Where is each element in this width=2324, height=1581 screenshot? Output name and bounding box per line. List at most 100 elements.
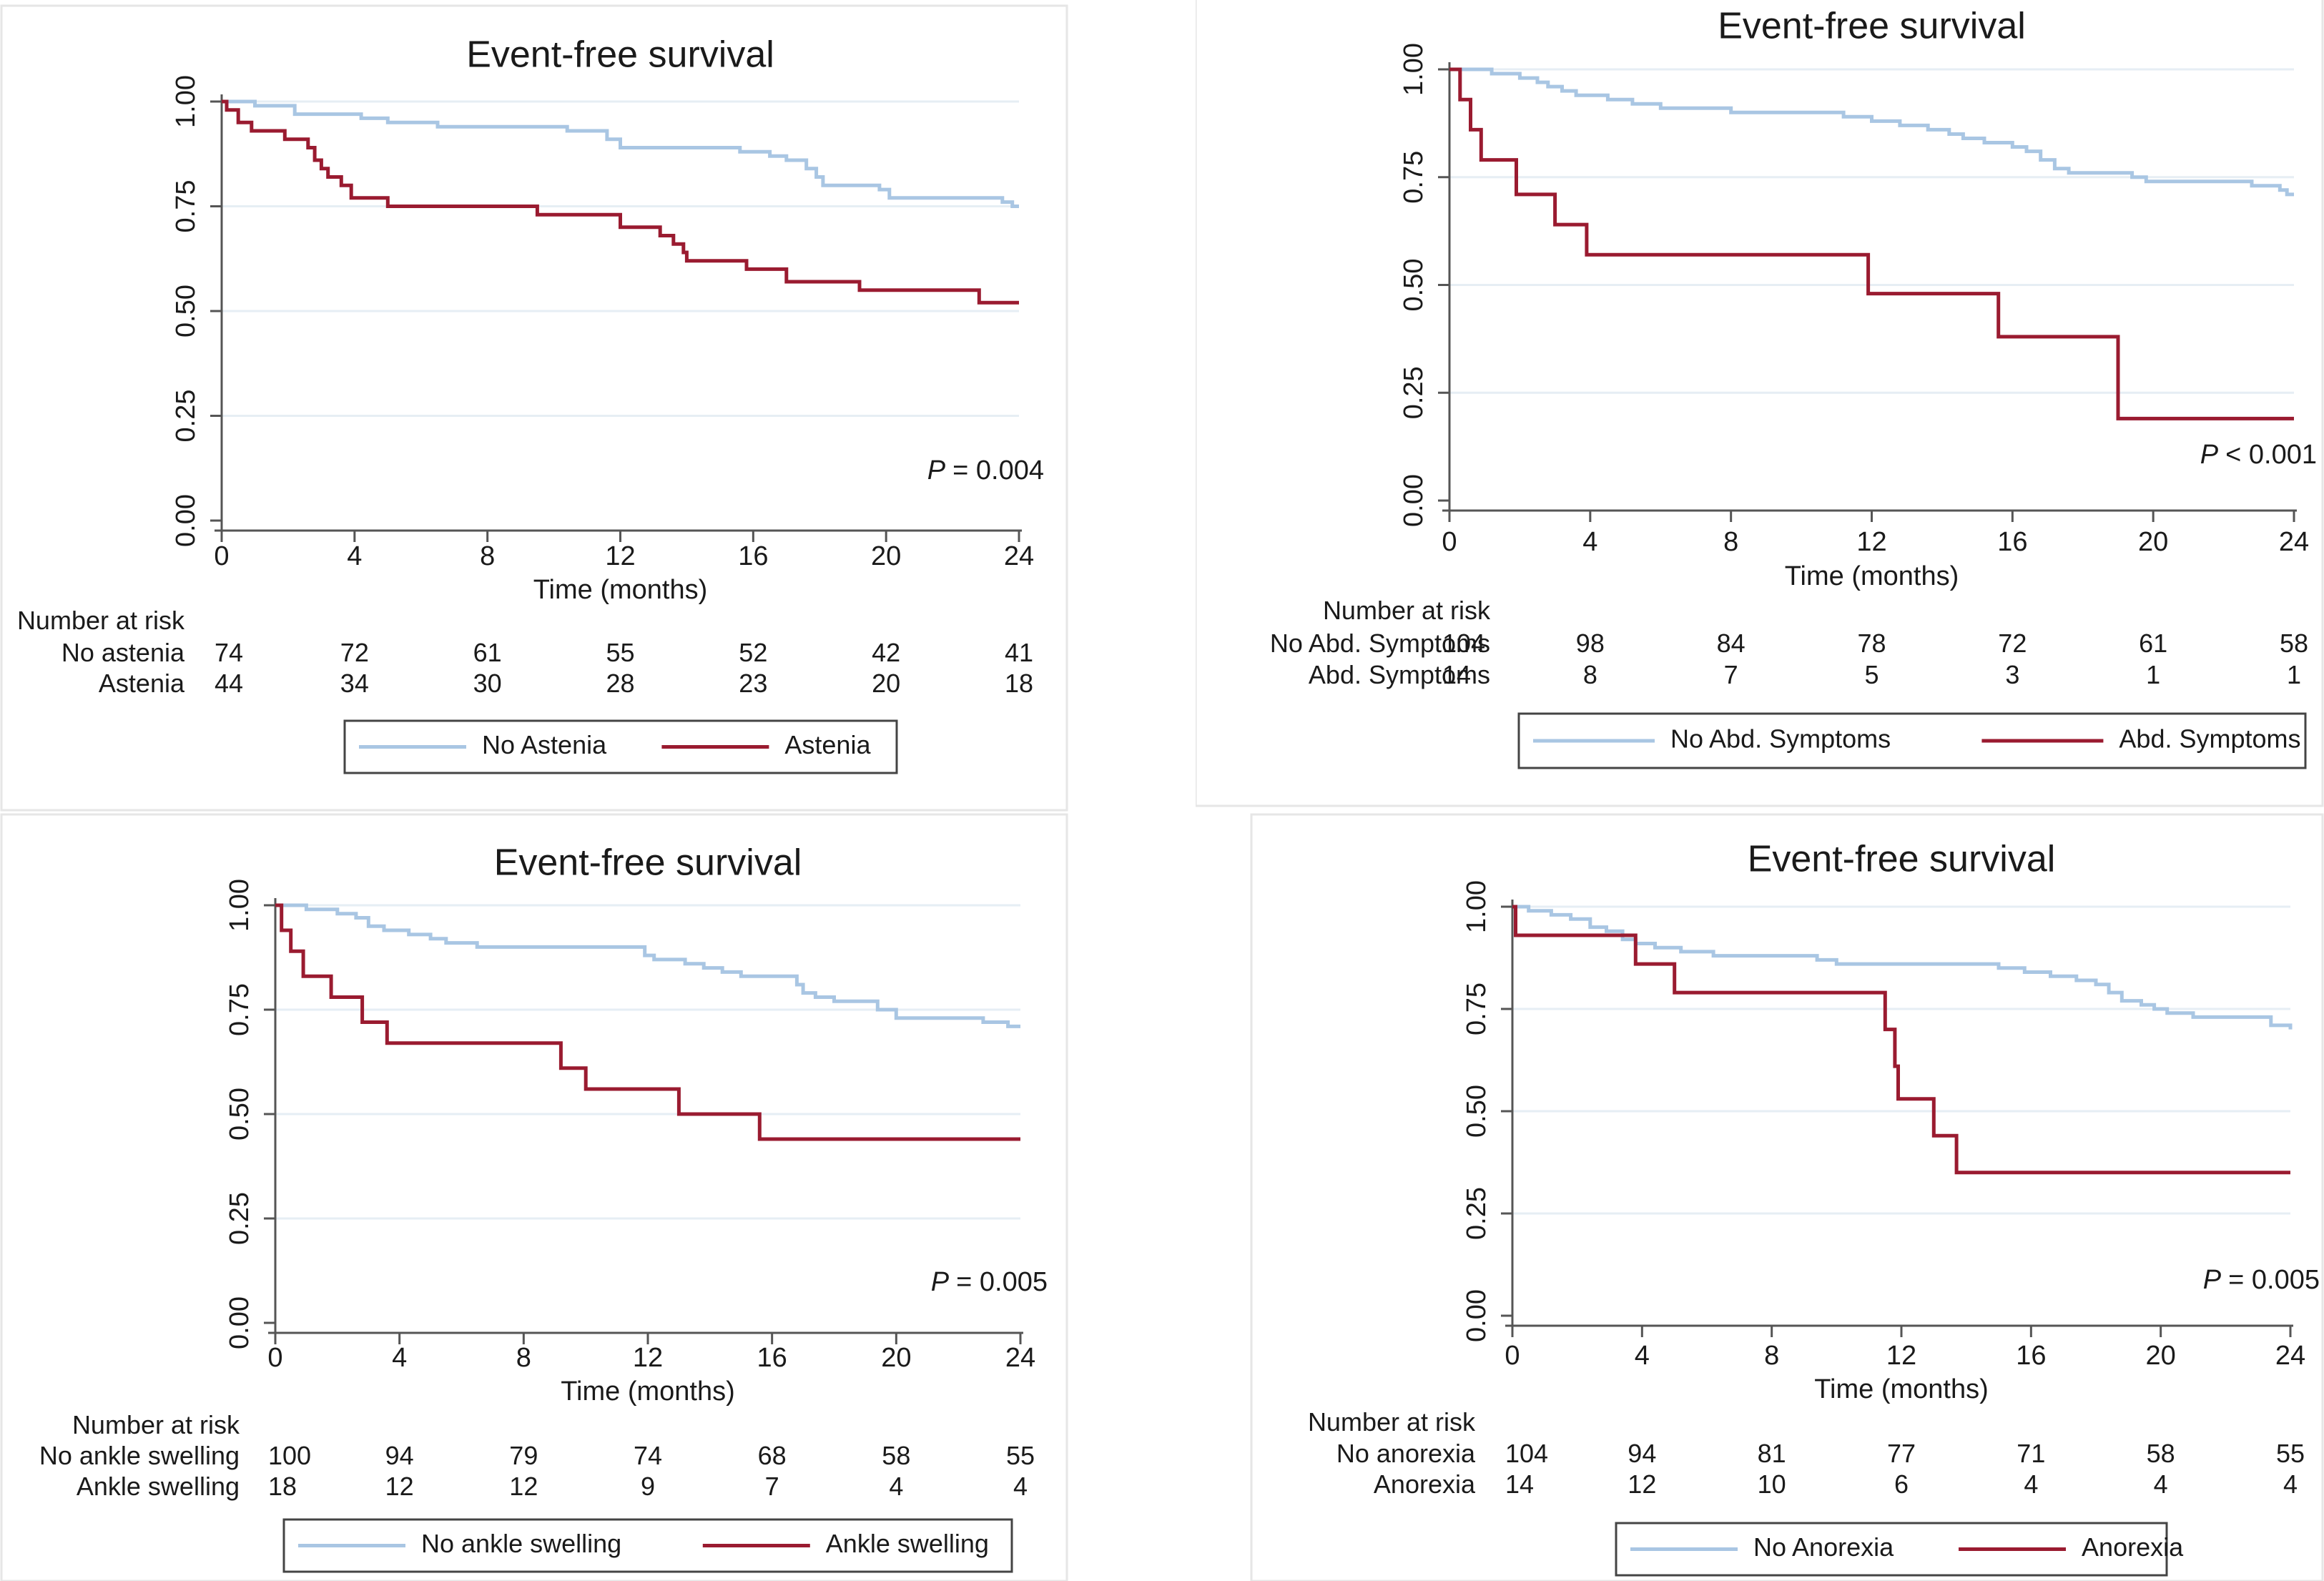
risk-count: 58: [2147, 1439, 2175, 1468]
x-axis-label: Time (months): [1814, 1374, 1989, 1404]
y-tick-label: 1.00: [1399, 43, 1429, 96]
x-tick-label: 16: [2016, 1341, 2046, 1371]
risk-count: 12: [1628, 1469, 1656, 1499]
risk-count: 81: [1758, 1439, 1786, 1468]
risk-count: 14: [1442, 660, 1471, 689]
x-tick-label: 4: [392, 1343, 407, 1373]
survival-curve-group: [222, 99, 1019, 305]
risk-table-header: Number at risk: [72, 1410, 240, 1439]
risk-count: 100: [268, 1441, 311, 1470]
legend-label: Ankle swelling: [826, 1529, 989, 1558]
x-axis-label: Time (months): [1785, 561, 1959, 591]
risk-count: 4: [889, 1472, 903, 1501]
chart-title: Event-free survival: [494, 842, 802, 884]
risk-count: 74: [634, 1441, 662, 1470]
km-panel-anorexia: Event-free survival 0.00 0.25 0.50 0.75 1.00 0…: [1250, 812, 2324, 1581]
risk-count: 1: [2287, 660, 2301, 689]
p-value-annotation: P < 0.001: [2200, 440, 2317, 470]
risk-count: 7: [1724, 660, 1738, 689]
x-tick-label: 24: [2275, 1341, 2305, 1371]
chart-title: Event-free survival: [1718, 6, 2026, 47]
risk-count: 98: [1576, 629, 1605, 658]
p-value: = 0.005: [956, 1267, 1048, 1297]
survival-curve-group: [1512, 905, 2290, 1175]
survival-curve-group: [275, 903, 1020, 1141]
y-tick-label: 0.25: [1399, 366, 1429, 419]
risk-count: 72: [1998, 629, 2027, 658]
x-tick-label: 20: [881, 1343, 911, 1373]
x-tick-label: 24: [2279, 527, 2309, 557]
risk-count: 18: [1005, 669, 1033, 698]
risk-count: 18: [268, 1472, 297, 1501]
x-tick-label: 0: [267, 1343, 282, 1373]
risk-row-label: Ankle swelling: [77, 1472, 240, 1501]
risk-count: 9: [641, 1472, 655, 1501]
risk-count: 61: [473, 638, 502, 667]
risk-row-label: No anorexia: [1336, 1439, 1476, 1468]
p-value: < 0.001: [2225, 440, 2317, 470]
risk-row-label: No Abd. Symptoms: [1270, 629, 1490, 658]
risk-count: 3: [2005, 660, 2019, 689]
x-tick-label: 12: [605, 541, 635, 571]
p-value-annotation: P = 0.005: [2203, 1265, 2320, 1295]
km-chart-ankle-swelling: Event-free survival 0.00 0.25 0.50 0.75 1.00 0…: [0, 813, 1068, 1581]
risk-count: 8: [1583, 660, 1597, 689]
chart-title: Event-free survival: [1748, 839, 2056, 880]
chart-title: Event-free survival: [466, 34, 774, 76]
x-tick-label: 16: [1997, 527, 2027, 557]
y-tick-label: 0.75: [225, 983, 255, 1036]
x-tick-label: 20: [2138, 527, 2168, 557]
y-tick-label: 0.00: [1399, 474, 1429, 527]
km-chart-astenia: Event-free survival 0.00 0.25 0.50 0.75 1.00 0…: [0, 4, 1068, 812]
risk-count: 74: [215, 638, 243, 667]
risk-count: 94: [1628, 1439, 1656, 1468]
y-tick-label: 1.00: [1462, 880, 1492, 933]
risk-count: 4: [2283, 1469, 2298, 1499]
x-axis-label: Time (months): [561, 1376, 735, 1407]
risk-count: 71: [2017, 1439, 2045, 1468]
y-tick-label: 0.50: [225, 1088, 255, 1141]
y-tick-label: 0.00: [225, 1296, 255, 1349]
y-tick-label: 0.25: [171, 390, 201, 443]
p-symbol: P: [2200, 440, 2219, 470]
x-tick-label: 4: [347, 541, 362, 571]
x-tick-label: 0: [1505, 1341, 1520, 1371]
x-tick-label: 4: [1635, 1341, 1650, 1371]
legend-label: No Abd. Symptoms: [1670, 724, 1891, 754]
risk-row-label: Astenia: [99, 669, 185, 698]
panel-frame: [0, 813, 1068, 1581]
p-value-annotation: P = 0.004: [927, 455, 1044, 486]
risk-row-label: No astenia: [61, 638, 185, 667]
x-tick-label: 20: [871, 541, 901, 571]
y-tick-label: 0.00: [171, 494, 201, 547]
risk-count: 4: [2154, 1469, 2168, 1499]
survival-curve-group: [1449, 67, 2294, 420]
risk-row-label: No ankle swelling: [39, 1441, 240, 1470]
y-tick-label: 0.75: [1399, 151, 1429, 204]
x-axis-label: Time (months): [533, 575, 708, 605]
legend-label: No Anorexia: [1753, 1532, 1894, 1562]
y-tick-label: 0.75: [1462, 982, 1492, 1035]
x-tick-label: 12: [1856, 527, 1886, 557]
risk-count: 52: [739, 638, 767, 667]
risk-count: 7: [765, 1472, 779, 1501]
risk-count: 34: [340, 669, 369, 698]
y-tick-label: 0.50: [171, 285, 201, 338]
km-panel-ankle-swelling: Event-free survival 0.00 0.25 0.50 0.75 1.00 0…: [0, 812, 1069, 1581]
risk-count: 28: [606, 669, 634, 698]
panel-frame: [1250, 813, 2324, 1581]
risk-count: 6: [1894, 1469, 1909, 1499]
risk-count: 20: [872, 669, 900, 698]
risk-table-header: Number at risk: [1308, 1407, 1476, 1437]
risk-count: 72: [340, 638, 369, 667]
x-tick-label: 8: [1723, 527, 1738, 557]
risk-count: 55: [2276, 1439, 2305, 1468]
legend-label: No Astenia: [482, 730, 607, 759]
x-tick-label: 24: [1004, 541, 1034, 571]
y-tick-label: 0.50: [1462, 1085, 1492, 1138]
p-value: = 0.005: [2228, 1265, 2320, 1295]
panel-frame: [0, 4, 1068, 812]
p-symbol: P: [2203, 1265, 2222, 1295]
panel-frame: [1196, 0, 2324, 807]
risk-count: 4: [2024, 1469, 2038, 1499]
